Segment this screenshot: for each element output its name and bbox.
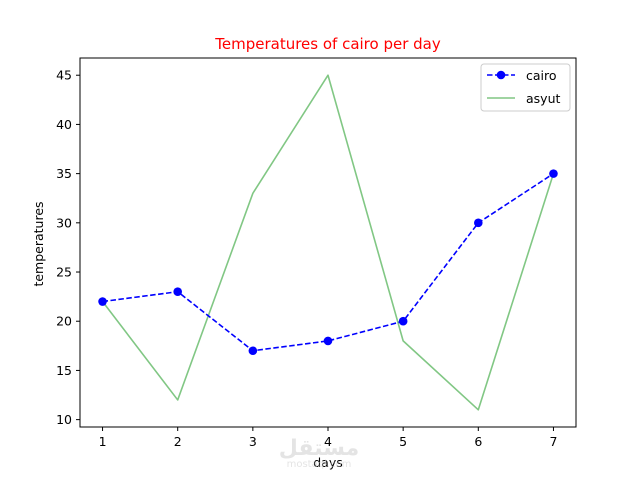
y-tick-label: 10 — [56, 412, 72, 427]
legend-label-asyut: asyut — [526, 91, 560, 106]
y-axis-ticks: 10 15 20 25 30 35 40 45 — [56, 68, 80, 427]
watermark-logo-text: مستقل — [279, 436, 359, 461]
legend-label-cairo: cairo — [526, 68, 557, 83]
series-line-asyut — [101, 74, 555, 411]
y-tick-label: 35 — [56, 166, 72, 181]
x-axis-ticks: 1 2 3 4 5 6 7 — [99, 427, 557, 449]
watermark: مستقل mostaql.com — [279, 436, 359, 470]
x-tick-label: 7 — [549, 434, 557, 449]
x-tick-label: 2 — [174, 434, 182, 449]
y-tick-label: 30 — [56, 215, 72, 230]
legend-marker-cairo — [496, 70, 506, 80]
data-point-cairo — [98, 297, 107, 306]
chart-title: Temperatures of cairo per day — [214, 35, 441, 53]
series-layer — [98, 74, 558, 411]
data-point-cairo — [474, 218, 483, 228]
watermark-url-text: mostaql.com — [287, 459, 352, 470]
data-point-cairo — [173, 287, 182, 297]
x-tick-label: 5 — [399, 434, 407, 449]
plot-area-frame — [79, 57, 577, 428]
y-axis-label: temperatures — [31, 201, 46, 286]
y-tick-label: 15 — [56, 363, 72, 378]
y-tick-label: 25 — [56, 265, 72, 280]
data-point-cairo — [248, 346, 258, 356]
y-tick-label: 20 — [56, 314, 72, 329]
x-tick-label: 6 — [474, 434, 482, 449]
x-tick-label: 1 — [99, 434, 107, 449]
y-tick-label: 45 — [56, 68, 72, 83]
x-tick-label: 3 — [249, 434, 257, 449]
legend: cairo asyut — [480, 63, 571, 112]
data-point-cairo — [549, 169, 558, 178]
x-axis-label: days — [313, 455, 343, 470]
y-tick-label: 40 — [56, 117, 72, 132]
x-tick-label: 4 — [324, 434, 332, 449]
data-point-cairo — [323, 336, 333, 346]
data-point-cairo — [398, 316, 408, 326]
